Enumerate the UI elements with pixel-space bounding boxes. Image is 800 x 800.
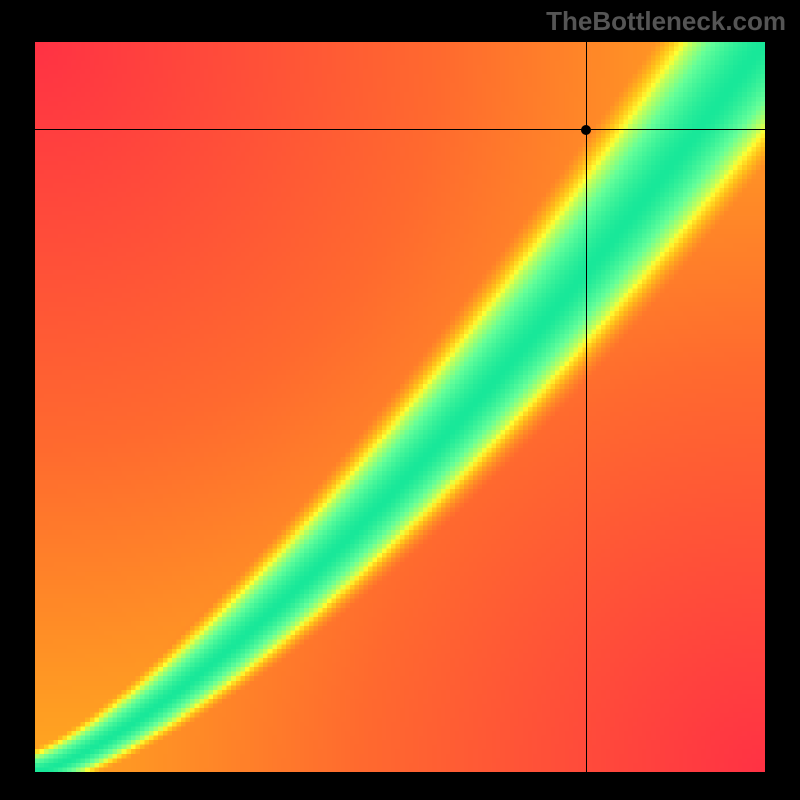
brand-watermark: TheBottleneck.com — [546, 6, 786, 37]
heatmap-canvas — [35, 42, 765, 772]
heatmap-plot — [35, 42, 765, 772]
marker-point — [581, 125, 591, 135]
crosshair-vertical — [586, 42, 587, 772]
chart-container: TheBottleneck.com — [0, 0, 800, 800]
crosshair-horizontal — [35, 129, 765, 130]
